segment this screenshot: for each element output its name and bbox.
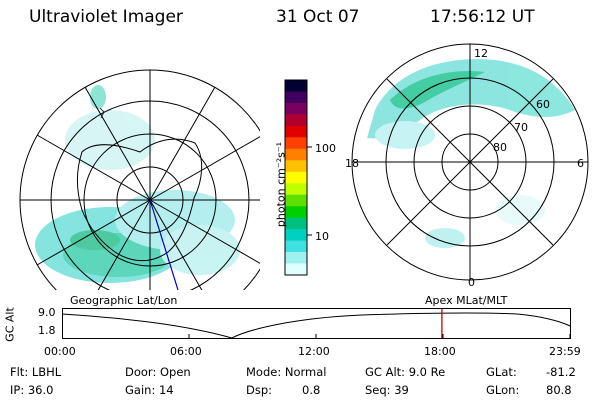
colorbar-band xyxy=(285,240,307,253)
geographic-map xyxy=(19,69,260,290)
mode-value: Mode: Normal xyxy=(246,365,327,379)
altitude-curve xyxy=(62,312,571,339)
door-status: Door: Open xyxy=(125,365,191,379)
geo-panel-label: Geographic Lat/Lon xyxy=(70,294,178,307)
gc-altitude: GC Alt: 9.0 Re xyxy=(365,365,446,379)
colorbar-band xyxy=(285,252,307,265)
glat-value: -81.2 xyxy=(546,365,576,379)
colorbar-tick-10: 10 xyxy=(315,230,329,243)
mlt-label-12: 12 xyxy=(474,47,488,60)
mlt-label-0: 0 xyxy=(468,276,475,289)
colorbar-band xyxy=(285,194,307,207)
gain-value: Gain: 14 xyxy=(125,383,174,397)
timeline-y-label: GC Alt xyxy=(3,307,17,342)
timeline-xtick-0000: 00:00 xyxy=(44,345,76,358)
timeline-xtick-1800: 18:00 xyxy=(424,345,456,358)
mlt-label-6: 6 xyxy=(577,157,584,170)
mlt-label-18: 18 xyxy=(345,157,359,170)
colorbar xyxy=(284,79,312,276)
colorbar-band xyxy=(285,217,307,230)
colorbar-band xyxy=(285,171,307,184)
flight-filter: Flt: LBHL xyxy=(10,365,62,379)
mag-panel-label: Apex MLat/MLT xyxy=(425,294,508,307)
colorbar-band xyxy=(285,137,307,150)
mlat-label-60: 60 xyxy=(536,98,550,111)
colorbar-gradient xyxy=(285,80,307,276)
time-label: 17:56:12 UT xyxy=(430,7,535,27)
header: Ultraviolet Imager 31 Oct 07 17:56:12 UT xyxy=(0,0,600,40)
colorbar-band xyxy=(285,114,307,127)
colorbar-band xyxy=(285,80,307,92)
dsp-label: Dsp: xyxy=(246,383,273,397)
instrument-title: Ultraviolet Imager xyxy=(29,7,183,27)
mlat-label-80: 80 xyxy=(493,141,507,154)
colorbar-band xyxy=(285,160,307,173)
colorbar-band xyxy=(285,229,307,242)
ip-value: IP: 36.0 xyxy=(10,383,54,397)
colorbar-band xyxy=(285,125,307,138)
timeline-xtick-0600: 06:00 xyxy=(170,345,202,358)
colorbar-unit-label: photon cm⁻²s⁻¹ xyxy=(274,141,288,228)
dsp-value: 0.8 xyxy=(302,383,321,397)
mlat-label-70: 70 xyxy=(514,121,528,134)
colorbar-tick-100: 100 xyxy=(315,142,336,155)
colorbar-band xyxy=(285,206,307,219)
timeline-xtick-1200: 12:00 xyxy=(298,345,330,358)
date-label: 31 Oct 07 xyxy=(276,7,360,27)
colorbar-band xyxy=(285,91,307,104)
colorbar-band xyxy=(285,148,307,161)
colorbar-band xyxy=(285,102,307,115)
sequence-number: Seq: 39 xyxy=(365,383,409,397)
colorbar-band xyxy=(285,263,307,276)
altitude-timeline-plot xyxy=(62,308,571,339)
colorbar-band xyxy=(285,183,307,196)
timeline-ytick-9: 9.0 xyxy=(38,306,56,319)
glat-label: GLat: xyxy=(486,365,517,379)
glon-value: 80.8 xyxy=(546,383,572,397)
timeline-xtick-2359: 23:59 xyxy=(549,345,581,358)
glon-label: GLon: xyxy=(486,383,520,397)
antarctica-coastline xyxy=(77,138,203,262)
magnetic-map xyxy=(351,43,589,281)
timeline-ytick-1-8: 1.8 xyxy=(38,324,56,337)
